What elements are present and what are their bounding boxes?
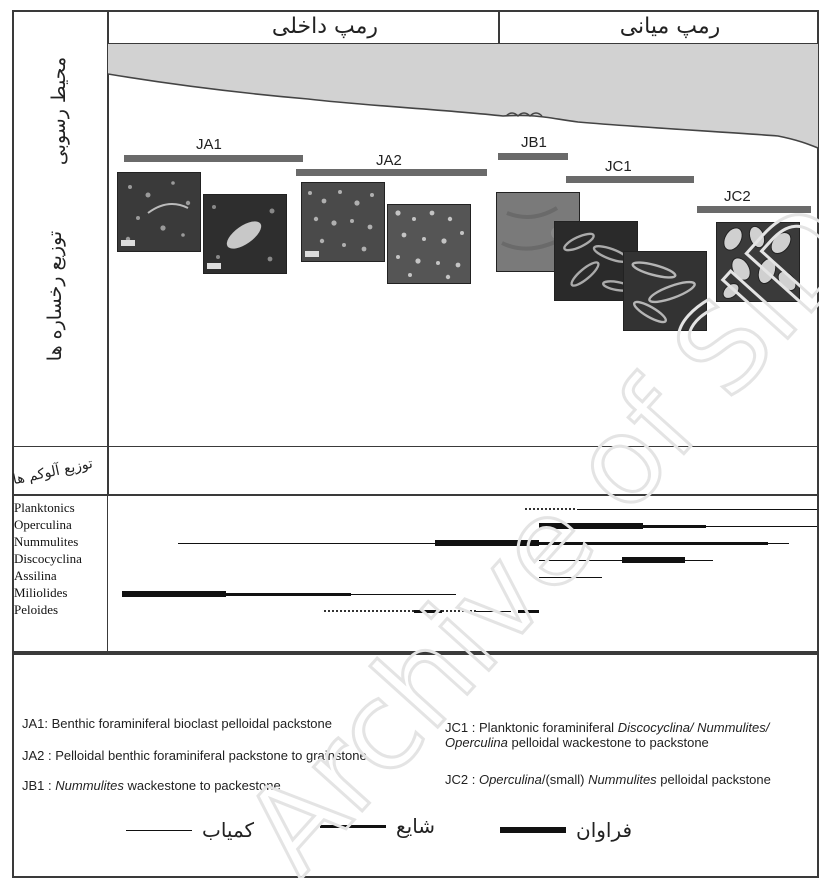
micrograph-jc1-b bbox=[623, 251, 707, 331]
allochem-name: Discocyclina bbox=[14, 551, 82, 566]
micrograph-ja1-b bbox=[203, 194, 287, 274]
key-abundant-swatch bbox=[500, 827, 566, 833]
allochem-range-common bbox=[539, 541, 769, 545]
legend-ja1: JA1: Benthic foraminiferal bioclast pell… bbox=[22, 716, 333, 731]
legend-jc2: JC2 : Operculina/(small) Nummulites pell… bbox=[445, 772, 771, 787]
allochem-range-rare bbox=[351, 593, 456, 595]
allochem-range-common bbox=[643, 524, 706, 528]
facies-bar-ja1 bbox=[124, 155, 303, 162]
key-rare-label: کمیاب bbox=[202, 818, 255, 842]
zone-header-bottom bbox=[107, 43, 819, 44]
facies-label-jc2: JC2 bbox=[724, 188, 751, 205]
legend-ja2: JA2 : Pelloidal benthic foraminiferal pa… bbox=[22, 748, 367, 763]
facies-label-jb1: JB1 bbox=[521, 134, 547, 151]
legend-jc1: JC1 : Planktonic foraminiferal Discocycl… bbox=[445, 720, 770, 750]
allochem-name: Miliolides bbox=[14, 585, 68, 600]
allochem-range-rare bbox=[577, 508, 817, 510]
allochem-name: Nummulites bbox=[14, 534, 79, 549]
zone-inner-ramp: رمپ داخلی bbox=[271, 14, 379, 39]
facies-label-ja2: JA2 bbox=[376, 152, 402, 169]
allochem-range-abundant bbox=[122, 591, 227, 597]
allochem-name-divider bbox=[107, 494, 108, 653]
allochem-range-rare bbox=[476, 610, 512, 612]
facies-label-jc1: JC1 bbox=[605, 158, 632, 175]
micrograph-ja2-b bbox=[387, 204, 471, 284]
facies-bar-jc1 bbox=[566, 176, 694, 183]
facies-bar-jc2 bbox=[697, 206, 811, 213]
allochem-range-common bbox=[226, 592, 352, 596]
allochem-range-dotted bbox=[323, 610, 414, 612]
allochem-range-dotted bbox=[525, 508, 578, 510]
facies-bar-ja2 bbox=[296, 169, 487, 176]
key-common: شایع bbox=[320, 814, 435, 838]
legend-jb1: JB1 : Nummulites wackestone to packeston… bbox=[22, 778, 281, 793]
facies-bar-jb1 bbox=[498, 153, 568, 160]
allochem-range-common bbox=[413, 609, 442, 613]
allochem-name: Planktonics bbox=[14, 500, 75, 515]
sea-profile bbox=[108, 44, 818, 149]
micrograph-ja2-a bbox=[301, 182, 385, 262]
key-abundant: فراوان bbox=[500, 818, 632, 842]
facies-label-ja1: JA1 bbox=[196, 136, 222, 153]
allochem-range-rare bbox=[177, 542, 435, 544]
allochem-range-abundant bbox=[539, 523, 644, 529]
allochem-range-rare bbox=[539, 576, 602, 578]
micrograph-ja1-a bbox=[117, 172, 201, 252]
label-column-divider bbox=[107, 10, 109, 495]
allochem-range-dotted bbox=[441, 610, 477, 612]
key-common-label: شایع bbox=[396, 814, 436, 838]
facies-distribution-label: توزیع رخساره ها bbox=[44, 230, 66, 362]
key-common-swatch bbox=[320, 824, 386, 828]
key-abundant-label: فراوان bbox=[576, 818, 633, 842]
key-rare-swatch bbox=[126, 829, 192, 831]
allochem-range-rare bbox=[539, 559, 623, 561]
allochem-header-bottom bbox=[12, 494, 819, 496]
allochem-range-rare bbox=[768, 542, 790, 544]
zone-middle-ramp: رمپ میانی bbox=[619, 14, 721, 39]
upper-panel-frame bbox=[12, 10, 819, 653]
key-rare: کمیاب bbox=[126, 818, 254, 842]
allochem-name: Peloides bbox=[14, 602, 59, 617]
allochem-range-rare bbox=[705, 525, 817, 527]
allochem-name: Assilina bbox=[14, 568, 57, 583]
allochem-range-abundant bbox=[622, 557, 685, 563]
micrograph-jc2 bbox=[716, 222, 800, 302]
environment-label: محیط رسوبی bbox=[48, 56, 70, 166]
allochem-name: Operculina bbox=[14, 517, 72, 532]
legend-panel-frame bbox=[12, 653, 819, 878]
zone-divider bbox=[498, 10, 500, 44]
allochem-range-common bbox=[518, 609, 539, 613]
facies-section-bottom bbox=[12, 446, 819, 447]
allochem-range-abundant bbox=[434, 540, 539, 546]
allochem-range-rare bbox=[684, 559, 713, 561]
